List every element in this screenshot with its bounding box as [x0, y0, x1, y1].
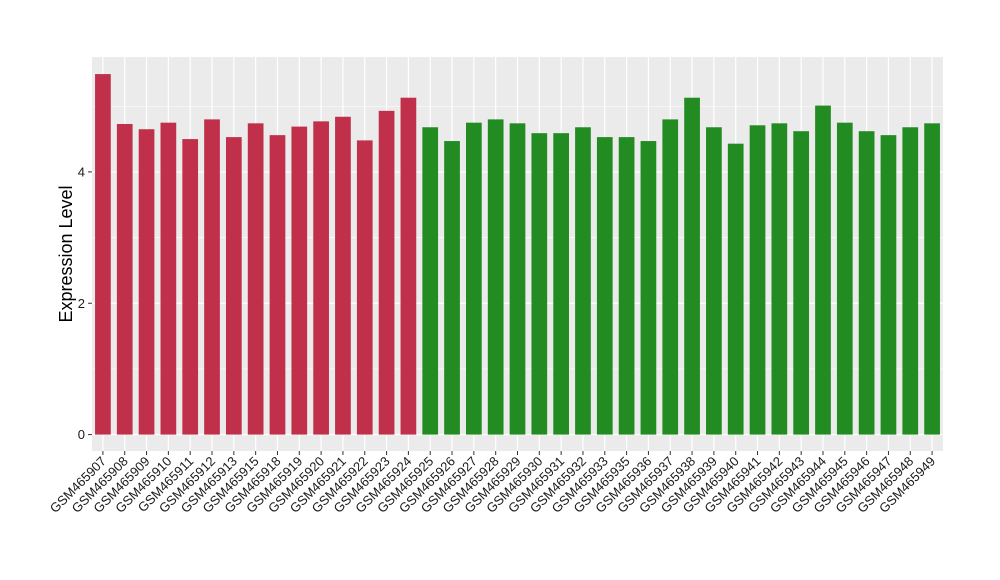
bar-GSM465932 — [575, 127, 591, 435]
bar-GSM465931 — [553, 133, 569, 435]
bar-GSM465923 — [378, 110, 395, 435]
bar-GSM465938 — [684, 97, 700, 435]
bar-GSM465926 — [444, 141, 460, 435]
bar-GSM465911 — [182, 139, 199, 435]
bar-GSM465919 — [291, 126, 308, 435]
bar-GSM465929 — [509, 123, 526, 435]
bar-GSM465908 — [116, 123, 133, 435]
bar-GSM465915 — [247, 123, 264, 435]
bar-GSM465944 — [815, 105, 831, 435]
x-axis: GSM465907GSM465908GSM465909GSM465910GSM4… — [47, 451, 938, 516]
bar-GSM465939 — [706, 127, 722, 435]
bar-GSM465949 — [924, 123, 940, 435]
bar-GSM465933 — [596, 137, 613, 435]
bar-GSM465945 — [836, 122, 853, 435]
bar-GSM465927 — [466, 122, 482, 435]
bar-GSM465943 — [793, 131, 810, 435]
bars — [95, 74, 940, 435]
bar-GSM465940 — [727, 143, 744, 435]
y-axis-title: Expression Level — [56, 185, 76, 322]
bar-GSM465936 — [640, 141, 657, 435]
bar-GSM465942 — [771, 123, 788, 435]
bar-GSM465925 — [422, 127, 439, 435]
bar-GSM465913 — [225, 137, 242, 435]
bar-GSM465918 — [269, 135, 286, 435]
bar-GSM465935 — [618, 137, 635, 435]
bar-GSM465907 — [95, 74, 111, 435]
bar-GSM465946 — [858, 131, 875, 435]
bar-GSM465937 — [662, 119, 679, 435]
bar-GSM465920 — [313, 121, 329, 435]
y-tick-label: 2 — [78, 296, 85, 311]
bar-GSM465921 — [335, 116, 351, 435]
bar-GSM465947 — [880, 135, 897, 435]
bar-GSM465912 — [204, 119, 220, 435]
bar-GSM465922 — [356, 140, 373, 435]
y-axis: 0 2 4 — [78, 164, 92, 442]
bar-GSM465924 — [400, 97, 417, 435]
y-tick-label: 0 — [78, 427, 85, 442]
bar-GSM465928 — [487, 119, 504, 435]
bar-GSM465909 — [138, 129, 155, 435]
bar-GSM465948 — [902, 127, 919, 435]
bar-GSM465941 — [749, 125, 766, 435]
bar-GSM465910 — [160, 122, 177, 435]
bar-GSM465930 — [531, 133, 548, 435]
y-tick-label: 4 — [78, 164, 85, 179]
